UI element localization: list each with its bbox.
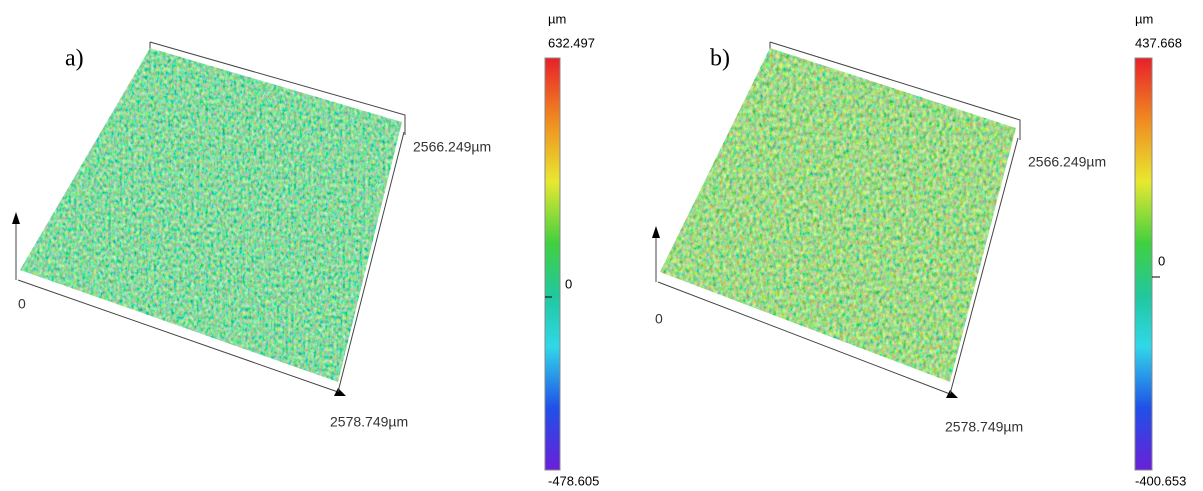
- surface: [640, 40, 1040, 400]
- panel-label: a): [65, 46, 84, 72]
- colorbar-zero: 0: [565, 276, 572, 291]
- colorbar-unit: µm: [1135, 11, 1153, 26]
- colorbar: [545, 58, 560, 470]
- figure: a) 2566.249µm 0 2578.749µm µm 632.497 0 …: [0, 0, 1203, 491]
- arrow: [652, 226, 660, 238]
- arrow: [334, 388, 346, 396]
- colorbar-max: 632.497: [548, 35, 595, 50]
- surface: [0, 40, 420, 400]
- panel-a: a) 2566.249µm 0 2578.749µm µm 632.497 0 …: [0, 11, 599, 488]
- x-extent: 2578.749µm: [330, 414, 408, 430]
- panel-b: b) 2566.249µm 0 2578.749µm µm 437.668 0 …: [640, 11, 1186, 488]
- colorbar-unit: µm: [548, 11, 566, 26]
- x-extent: 2578.749µm: [945, 419, 1023, 435]
- colorbar-min: -478.605: [548, 473, 599, 488]
- colorbar-max: 437.668: [1135, 35, 1182, 50]
- arrow: [946, 390, 958, 398]
- y-extent: 2566.249µm: [413, 139, 491, 155]
- colorbar: [1135, 58, 1152, 470]
- colorbar-zero: 0: [1158, 253, 1165, 268]
- arrow: [12, 212, 20, 224]
- panel-label: b): [710, 46, 730, 72]
- y-extent: 2566.249µm: [1028, 154, 1106, 170]
- colorbar-min: -400.653: [1135, 473, 1186, 488]
- origin: 0: [655, 311, 663, 327]
- origin: 0: [18, 296, 26, 312]
